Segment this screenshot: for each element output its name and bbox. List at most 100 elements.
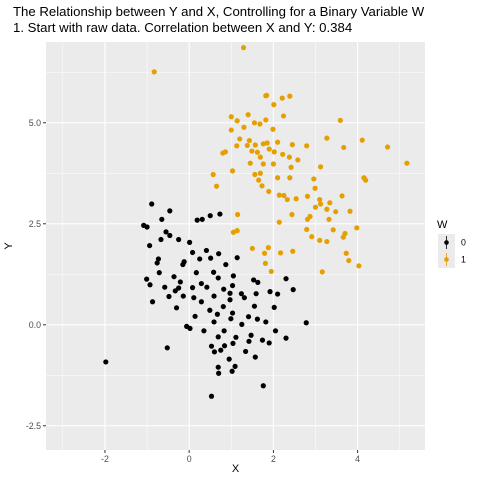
data-point-w1: [293, 196, 299, 202]
data-point-w0: [144, 224, 150, 230]
x-tick-label: 2: [271, 454, 276, 464]
legend-keys: 01: [438, 234, 466, 268]
data-point-w1: [289, 211, 295, 218]
data-point-w0: [216, 251, 222, 257]
data-point-w0: [186, 239, 193, 245]
data-point-w0: [180, 261, 186, 268]
data-point-w1: [295, 157, 301, 163]
data-point-w0: [167, 208, 173, 214]
data-point-w0: [241, 295, 247, 301]
data-point-w1: [263, 117, 269, 123]
data-point-w0: [192, 313, 198, 319]
x-tick-label: 4: [355, 454, 360, 464]
data-point-w1: [284, 196, 290, 203]
legend-key-point: [444, 240, 449, 245]
data-point-w1: [268, 268, 274, 275]
data-point-w1: [252, 142, 258, 148]
x-tick-label: 0: [187, 454, 192, 464]
data-point-w0: [203, 247, 210, 254]
data-point-w1: [340, 234, 346, 240]
data-point-w1: [290, 248, 296, 254]
data-point-w0: [149, 299, 156, 305]
data-point-w0: [254, 316, 260, 322]
data-point-w0: [158, 236, 164, 243]
data-point-w0: [221, 286, 227, 292]
data-point-w1: [312, 185, 318, 191]
data-point-w0: [233, 334, 239, 340]
data-point-w0: [180, 293, 186, 299]
data-point-w0: [199, 216, 205, 222]
data-point-w0: [275, 291, 281, 297]
data-point-w1: [241, 124, 247, 130]
data-point-w1: [304, 193, 311, 199]
data-point-w1: [324, 135, 330, 141]
data-point-w0: [103, 359, 109, 365]
data-point-w1: [341, 144, 347, 151]
data-point-w1: [384, 144, 391, 150]
data-point-w1: [289, 142, 295, 148]
data-point-w0: [164, 345, 170, 351]
data-point-w1: [287, 93, 293, 99]
data-point-w1: [311, 176, 317, 182]
data-point-w1: [240, 45, 247, 51]
data-point-w0: [216, 370, 222, 376]
legend-label-w0: 0: [461, 238, 466, 248]
data-point-w1: [262, 260, 268, 266]
data-point-w0: [223, 261, 229, 268]
data-point-w0: [198, 280, 204, 287]
data-point-w1: [256, 177, 262, 183]
data-point-w0: [211, 293, 217, 299]
x-axis-title: X: [232, 463, 240, 475]
data-point-w1: [245, 112, 251, 118]
data-point-w1: [330, 227, 336, 233]
data-point-w1: [275, 175, 281, 181]
data-point-w1: [251, 120, 258, 126]
data-point-w0: [193, 270, 199, 276]
data-point-w1: [266, 146, 272, 152]
data-point-w1: [312, 204, 319, 210]
data-point-w1: [244, 142, 250, 149]
data-point-w1: [309, 234, 315, 240]
data-point-w1: [271, 102, 277, 108]
data-point-w0: [201, 328, 207, 334]
data-point-w1: [260, 161, 266, 167]
minor-gridlines: [46, 42, 425, 450]
data-point-w0: [263, 319, 269, 325]
data-point-w1: [151, 69, 157, 75]
data-point-w0: [243, 348, 249, 355]
y-tick-label: 2.5: [29, 219, 41, 229]
data-point-w0: [194, 217, 200, 223]
data-point-w0: [238, 291, 244, 297]
data-point-w1: [354, 225, 360, 231]
data-point-w0: [221, 343, 228, 349]
data-point-w1: [237, 136, 243, 142]
data-point-w0: [252, 354, 258, 360]
data-point-w0: [189, 285, 196, 291]
legend-title: W: [437, 219, 448, 231]
data-point-w1: [286, 154, 293, 160]
y-tick-label: -2.5: [26, 421, 41, 431]
data-point-w1: [404, 160, 410, 166]
data-point-w1: [222, 149, 228, 155]
data-point-w1: [265, 245, 271, 251]
data-point-w1: [270, 161, 276, 167]
data-point-w1: [317, 196, 323, 203]
data-point-w0: [226, 356, 232, 362]
data-point-w1: [276, 192, 282, 198]
data-point-w0: [147, 282, 153, 288]
data-point-w1: [324, 238, 330, 245]
legend-key-point: [444, 257, 449, 262]
legend-label-w1: 1: [461, 255, 466, 265]
data-points: [103, 45, 410, 399]
data-point-w1: [304, 226, 310, 233]
data-point-w0: [229, 368, 235, 374]
data-point-w0: [215, 275, 221, 281]
data-point-w0: [215, 364, 221, 370]
data-point-w1: [359, 137, 365, 143]
data-point-w0: [221, 328, 227, 334]
data-point-w0: [230, 273, 236, 279]
y-axis-title: Y: [3, 242, 15, 250]
data-point-w0: [245, 314, 252, 320]
data-point-w0: [159, 216, 165, 222]
data-point-w0: [211, 269, 217, 275]
